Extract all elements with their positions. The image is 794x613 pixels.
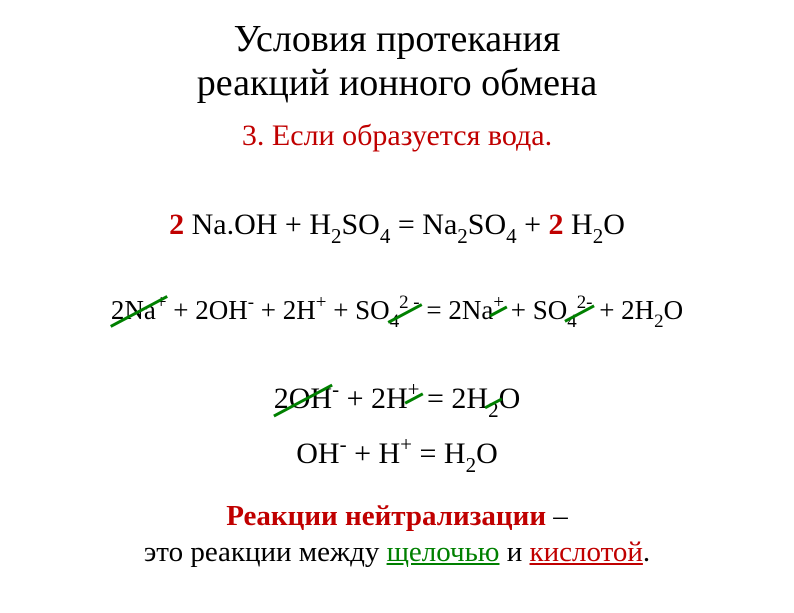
strike-2-a: 2OH (274, 382, 332, 416)
eq2-t2: + 2OH (167, 295, 248, 325)
eq2-t3: + 2H (254, 295, 316, 325)
footer-acid: кислотой (530, 536, 643, 568)
equation-molecular: 2 Na.OH + H2SO4 = Na2SO4 + 2 H2O (0, 208, 794, 247)
eq4-sup1: - (340, 432, 347, 456)
eq4-t3: = H (412, 437, 466, 470)
eq1-s2: 4 (380, 224, 391, 248)
footer-l2c: и (499, 536, 529, 568)
eq1-f6: H (564, 208, 593, 241)
eq2-sub1: 4 (390, 311, 399, 332)
eq3-sub1: 2 (488, 398, 499, 422)
equation-net-ionic-2x: 2OH- + 2H+ = 2H2O (0, 378, 794, 421)
eq1-s4: 4 (506, 224, 517, 248)
eq4-t1: OH (296, 437, 339, 470)
footer-definition: Реакции нейтрализации – это реакции межд… (0, 498, 794, 571)
eq2-t4: + SO (326, 295, 389, 325)
subtitle-num: 3. (242, 119, 265, 152)
eq3-t3: = 2H (420, 382, 489, 415)
spectator-so4-left: 42 - (390, 293, 420, 331)
eq2-sub3: 2 (654, 311, 663, 332)
eq1-f2: SO (342, 208, 380, 241)
eq2-sup3: + (316, 292, 327, 313)
strike-2-b: + (408, 378, 420, 416)
eq3-sup2: + (408, 377, 420, 401)
equation-full-ionic: 2Na+ + 2OH- + 2H+ + SO42 - = 2Na+ + SO42… (0, 293, 794, 331)
eq1-f3: = Na (390, 208, 457, 241)
footer-term: Реакции нейтрализации (226, 500, 546, 532)
spectator-2na-right: + (493, 293, 504, 326)
eq4-t4: O (476, 437, 498, 470)
eq1-s3: 2 (457, 224, 468, 248)
eq3-t1: 2OH (274, 382, 332, 415)
eq2-sup5: + (493, 292, 504, 313)
eq2-t5: = 2Na (420, 295, 494, 325)
eq2-t8: O (664, 295, 684, 325)
eq2-sup4: 2 - (399, 292, 419, 313)
eq1-f1: Na.OH + H (184, 208, 331, 241)
eq1-f4: SO (468, 208, 506, 241)
eq1-s6: 2 (593, 224, 604, 248)
eq3-sup1: - (332, 377, 339, 401)
eq1-f7: O (603, 208, 625, 241)
spectator-2na-left: 2Na+ (111, 293, 167, 326)
eq2-t1: 2Na (111, 295, 156, 325)
footer-dash: – (546, 500, 568, 532)
eq2-t6: + SO (504, 295, 567, 325)
spectator-so4-right: 42- (567, 293, 592, 331)
coef-2a: 2 (169, 208, 184, 241)
coef-2b: 2 (549, 208, 564, 241)
eq2-sub2: 4 (567, 311, 576, 332)
footer-l2e: . (643, 536, 650, 568)
eq4-t2: + H (347, 437, 401, 470)
subtitle-text: Если образуется вода. (264, 119, 552, 152)
strike-2-c: 2 (488, 382, 499, 421)
eq2-t7: + 2H (592, 295, 654, 325)
eq3-t4: O (499, 382, 521, 415)
eq2-sup6: 2- (577, 292, 593, 313)
footer-l2a: это реакции между (144, 536, 387, 568)
title-line1: Условия протекания (234, 18, 561, 60)
eq4-sup2: + (400, 432, 412, 456)
eq2-sup2: - (248, 292, 254, 313)
eq1-s1: 2 (331, 224, 342, 248)
title-line2: реакций ионного обмена (197, 62, 597, 104)
eq2-sup1: + (156, 292, 167, 313)
subtitle: 3. Если образуется вода. (0, 119, 794, 153)
page-title: Условия протекания реакций ионного обмен… (0, 18, 794, 105)
eq4-sub1: 2 (466, 453, 477, 477)
eq3-t2: + 2H (339, 382, 408, 415)
eq1-f5: + (517, 208, 549, 241)
equation-net-ionic: OH- + H+ = H2O (0, 433, 794, 476)
footer-alkali: щелочью (387, 536, 500, 568)
